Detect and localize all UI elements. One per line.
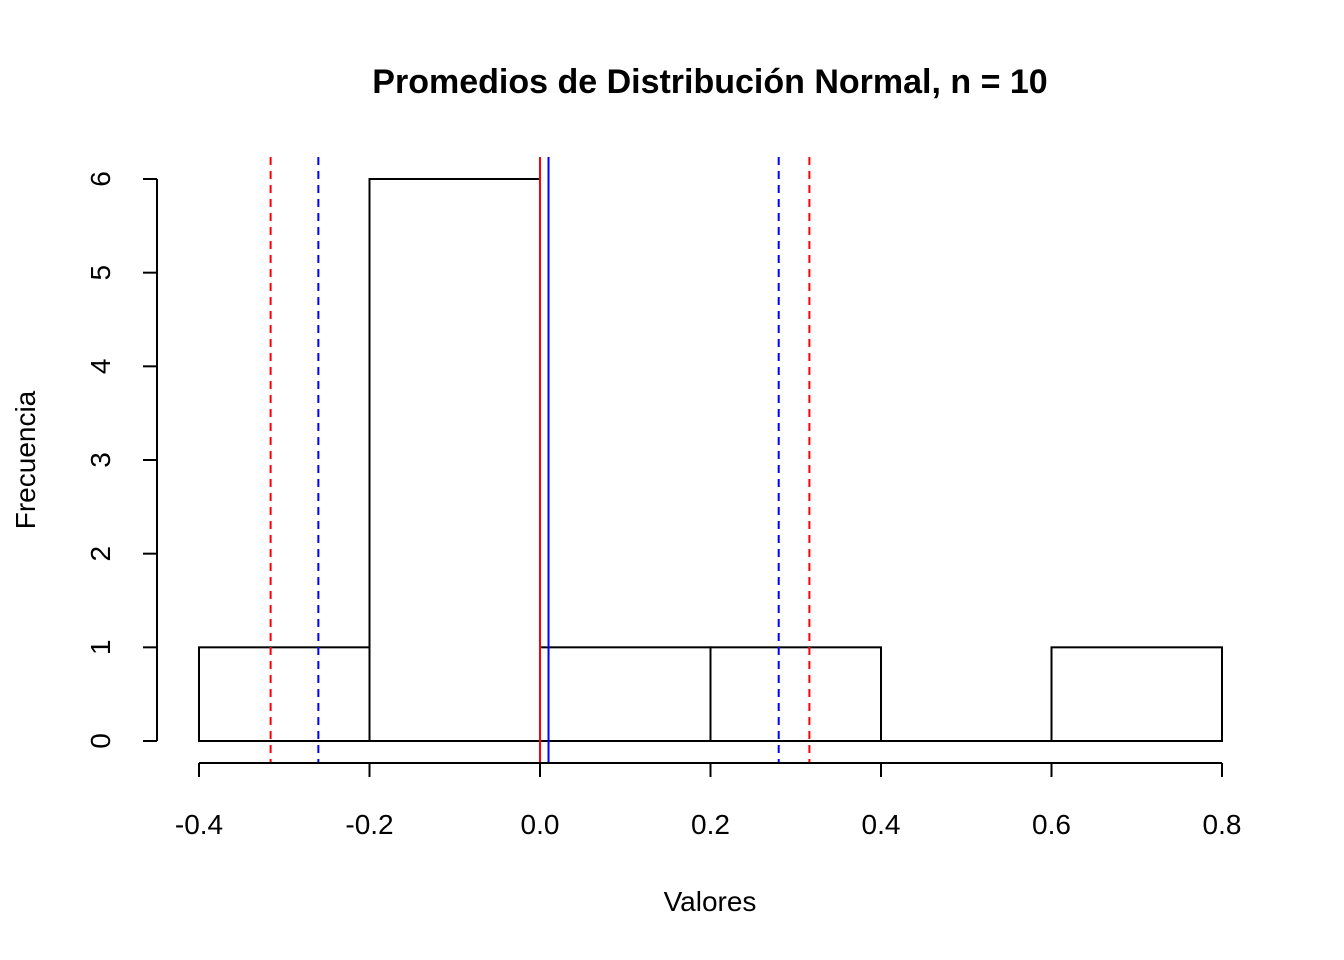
x-tick-label: 0.8	[1203, 809, 1242, 840]
y-tick-label: 5	[85, 265, 116, 281]
y-tick-label: 6	[85, 171, 116, 187]
histogram-bar	[539, 646, 712, 742]
y-tick-label: 3	[85, 452, 116, 468]
x-tick-label: -0.2	[345, 809, 393, 840]
x-axis: -0.4 -0.2 0.0 0.2 0.4 0.6 0.8	[175, 762, 1242, 840]
x-tick-label: 0.2	[691, 809, 730, 840]
histogram-bar	[709, 646, 882, 742]
reference-lines-group	[269, 157, 811, 763]
y-axis: 0 1 2 3 4 5 6	[85, 171, 158, 749]
histogram-bar	[198, 646, 371, 742]
x-tick-label: 0.0	[521, 809, 560, 840]
y-tick-label: 1	[85, 640, 116, 656]
x-tick-label: 0.6	[1032, 809, 1071, 840]
x-tick-label: -0.4	[175, 809, 223, 840]
histogram-bar	[368, 178, 541, 742]
x-axis-label: Valores	[664, 886, 757, 917]
y-tick-label: 2	[85, 546, 116, 562]
y-axis-label: Frecuencia	[10, 390, 41, 529]
histogram-bar	[1050, 646, 1223, 742]
y-tick-label: 4	[85, 359, 116, 375]
x-tick-label: 0.4	[862, 809, 901, 840]
chart-title: Promedios de Distribución Normal, n = 10	[372, 63, 1047, 101]
y-tick-label: 0	[85, 733, 116, 749]
bars-group	[198, 178, 1223, 742]
